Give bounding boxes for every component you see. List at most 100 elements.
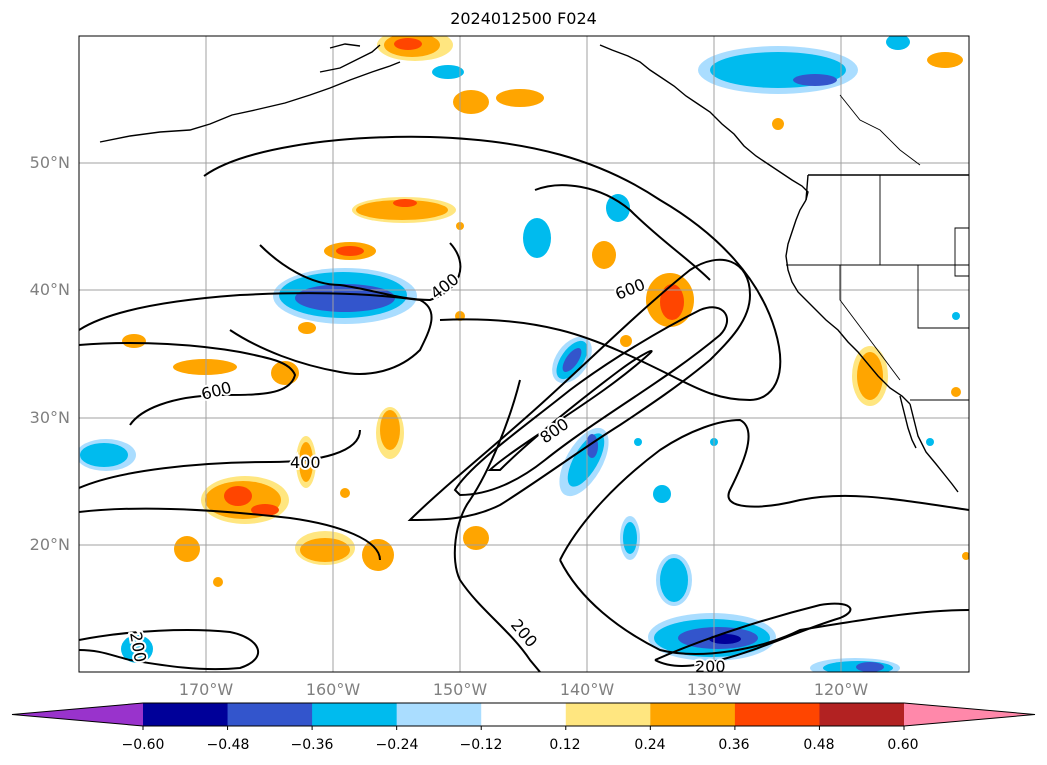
lon-label: 120°W xyxy=(813,680,869,699)
colorbar-tick-label: 0.48 xyxy=(803,737,835,753)
shade-blob xyxy=(394,38,422,50)
colorbar-extend-min xyxy=(12,703,143,726)
contour-800-outer xyxy=(453,306,729,497)
coastlines xyxy=(99,43,969,493)
contour-600-northwest xyxy=(203,135,782,402)
colorbar-segment xyxy=(650,703,736,726)
shade-blob xyxy=(362,539,394,571)
shade-blob xyxy=(174,536,200,562)
shade-blob xyxy=(432,65,464,79)
contour-400-central xyxy=(79,429,361,489)
shade-blob xyxy=(356,200,448,220)
shade-blob xyxy=(224,486,252,506)
shade-blob xyxy=(926,438,934,446)
shade-blob xyxy=(660,284,684,320)
colorbar-segment xyxy=(143,703,229,726)
map-title: 2024012500 F024 xyxy=(450,9,597,28)
contour-200-sw xyxy=(559,559,969,655)
shade-blob xyxy=(523,218,551,258)
shade-blob xyxy=(80,443,128,467)
shade-blob xyxy=(592,241,616,269)
colorbar-tick-label: −0.48 xyxy=(206,737,250,753)
contour-200-west xyxy=(79,507,381,561)
shade-blob xyxy=(213,577,223,587)
lat-label: 30°N xyxy=(29,408,70,427)
shade-blob xyxy=(298,322,316,334)
shade-blob xyxy=(653,485,671,503)
lon-label: 140°W xyxy=(559,680,615,699)
colorbar-segment xyxy=(312,703,398,726)
colorbar-segment xyxy=(819,703,905,726)
shade-blob xyxy=(251,504,279,516)
colorbar-segment xyxy=(481,703,567,726)
contour-600-east xyxy=(534,184,711,281)
contour-600-west xyxy=(79,341,297,426)
colorbar-segment xyxy=(565,703,651,726)
shade-blob xyxy=(586,434,598,458)
lon-label: 150°W xyxy=(432,680,488,699)
contour-800-inner xyxy=(487,350,653,471)
colorbar-segment xyxy=(227,703,313,726)
shade-blob xyxy=(496,89,544,107)
shade-blob xyxy=(121,635,153,663)
map-frame xyxy=(78,35,970,673)
shade-blob xyxy=(962,552,969,560)
shade-blob xyxy=(271,361,299,385)
shade-blob xyxy=(772,118,784,130)
shade-blob xyxy=(951,387,961,397)
colorbar-tick-label: −0.60 xyxy=(121,737,165,753)
colorbar-tick-label: 0.36 xyxy=(718,737,750,753)
colorbar-extend-max xyxy=(904,703,1035,726)
shade-blob xyxy=(299,442,313,482)
contour-600-central xyxy=(407,258,752,522)
lon-label: 170°W xyxy=(178,680,234,699)
shade-blob xyxy=(295,284,395,312)
colorbar-segment xyxy=(734,703,820,726)
height-contours xyxy=(79,135,969,672)
contour-200-trough xyxy=(453,379,541,672)
shade-blob xyxy=(300,538,350,562)
colorbar-tick-label: 0.12 xyxy=(549,737,581,753)
map-panel: 400 600 600 800 400 200 200 200 xyxy=(79,36,969,676)
colorbar-tick-label: −0.12 xyxy=(459,737,503,753)
lat-label: 40°N xyxy=(29,280,70,299)
contour-200-south xyxy=(79,629,260,671)
colorbar xyxy=(11,702,1036,730)
shade-blob xyxy=(393,199,417,207)
shade-blob xyxy=(173,359,237,375)
contour-200-east xyxy=(559,418,969,561)
colorbar-tick-label: 0.24 xyxy=(634,737,666,753)
shade-blob xyxy=(634,438,642,446)
shade-blob xyxy=(793,74,837,86)
lat-label: 20°N xyxy=(29,535,70,554)
shade-blob xyxy=(336,246,364,256)
contour-200-southeast xyxy=(654,602,852,667)
shade-blob xyxy=(886,36,910,50)
lon-label: 130°W xyxy=(686,680,742,699)
lat-label: 50°N xyxy=(29,153,70,172)
contour-label: 200 xyxy=(695,657,726,676)
shade-blob xyxy=(562,348,582,372)
shade-blob xyxy=(857,352,883,400)
lon-label: 160°W xyxy=(305,680,361,699)
contour-label: 400 xyxy=(290,453,321,472)
shade-blob xyxy=(660,558,688,602)
colorbar-segment xyxy=(396,703,482,726)
shade-blob xyxy=(620,335,632,347)
shade-blob xyxy=(380,410,400,450)
shade-blob xyxy=(463,526,489,550)
shade-blob xyxy=(606,194,630,222)
state-borders xyxy=(786,94,969,401)
shade-blob xyxy=(952,312,960,320)
shade-blob xyxy=(122,334,146,348)
shade-blob xyxy=(856,662,884,672)
shade-blob xyxy=(340,488,350,498)
contour-400-north xyxy=(79,292,433,375)
colorbar-tick-label: −0.24 xyxy=(375,737,419,753)
colorbar-tick-label: 0.60 xyxy=(887,737,919,753)
shade-blob xyxy=(453,90,489,114)
colorbar-tick-label: −0.36 xyxy=(290,737,334,753)
shading-layer xyxy=(79,36,969,672)
gridlines xyxy=(79,36,969,672)
